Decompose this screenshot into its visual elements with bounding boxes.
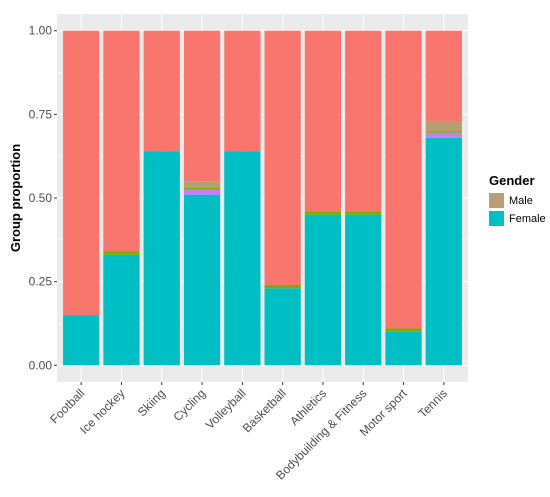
y-tick-label: 0.75 (29, 107, 53, 121)
bar-segment-cycling-4 (183, 30, 221, 182)
y-tick-label: 0.25 (29, 275, 53, 289)
bar-segment-football-0 (63, 315, 100, 366)
bar-segment-skiing-0 (143, 151, 180, 366)
legend-key-female (489, 211, 504, 226)
bar-segment-bodybuilding-fitness-2 (345, 211, 382, 215)
x-tick-label: Tennis (416, 386, 450, 420)
bar-segment-basketball-4 (264, 30, 301, 285)
y-tick-label: 0.00 (29, 358, 53, 372)
x-tick-label: Basketball (240, 386, 289, 435)
legend-entries: Male Female (489, 193, 546, 226)
bar-segment-bodybuilding-fitness-0 (345, 214, 382, 366)
y-axis-ticks: 0.00 0.25 0.50 0.75 1.00 (29, 24, 57, 372)
bars (63, 30, 462, 366)
x-tick-label: Skiing (135, 386, 168, 419)
bar-segment-ice-hockey-4 (103, 30, 140, 252)
legend-label-female: Female (509, 213, 546, 225)
bar-segment-basketball-2 (264, 284, 301, 289)
bar-segment-ice-hockey-2 (103, 251, 140, 255)
y-tick-label: 1.00 (29, 24, 53, 38)
y-axis-title: Group proportion (8, 144, 23, 252)
x-tick-label: Football (47, 386, 87, 426)
bar-segment-bodybuilding-fitness-4 (345, 30, 382, 212)
bar-segment-motor-sport-0 (385, 331, 422, 366)
bar-segment-tennis-0 (425, 137, 462, 366)
y-tick-label: 0.50 (29, 191, 53, 205)
bar-segment-cycling-2 (183, 187, 221, 190)
bar-segment-athletics-4 (304, 30, 342, 212)
bar-segment-football-4 (63, 30, 100, 316)
bar-segment-volleyball-4 (224, 30, 261, 152)
bar-segment-athletics-2 (304, 211, 342, 215)
bar-segment-tennis-1 (425, 132, 462, 138)
bar-segment-ice-hockey-0 (103, 254, 140, 366)
x-tick-label: Cycling (170, 386, 208, 424)
bar-segment-athletics-0 (304, 214, 342, 366)
bar-segment-cycling-0 (183, 194, 221, 366)
bar-segment-basketball-0 (264, 288, 301, 366)
bar-segment-volleyball-0 (224, 151, 261, 366)
bar-segment-motor-sport-4 (385, 30, 422, 329)
legend-key-male (489, 193, 504, 208)
bar-segment-cycling-3 (183, 181, 221, 188)
bar-segment-tennis-3 (425, 121, 462, 132)
bar-segment-tennis-2 (425, 131, 462, 133)
bar-segment-motor-sport-2 (385, 328, 422, 332)
bar-segment-skiing-4 (143, 30, 180, 152)
legend-title: Gender (489, 173, 535, 188)
legend: Gender Male Female (489, 173, 546, 226)
bar-segment-tennis-4 (425, 30, 462, 122)
bar-segment-cycling-1 (183, 189, 221, 195)
legend-label-male: Male (509, 195, 533, 207)
